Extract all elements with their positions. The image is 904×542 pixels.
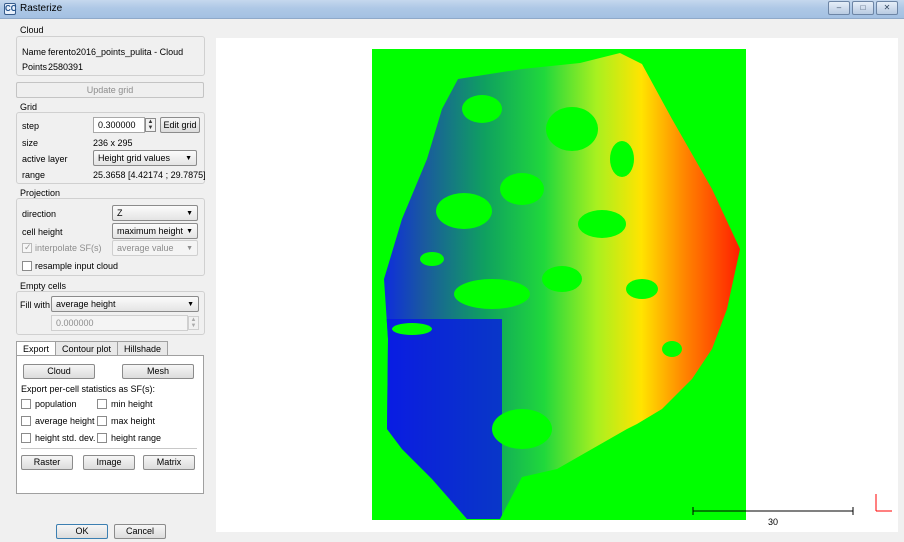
fill-value-spinner[interactable]: ▲ ▼: [188, 316, 199, 330]
fill-with-label: Fill with: [20, 300, 51, 310]
step-input[interactable]: 0.300000: [93, 117, 145, 133]
tab-contour-plot[interactable]: Contour plot: [55, 341, 119, 356]
ok-button[interactable]: OK: [56, 524, 108, 539]
empty-cells-group-title: Empty cells: [20, 281, 67, 291]
direction-select[interactable]: Z ▼: [112, 205, 198, 221]
axis-trihedron-icon: [875, 494, 892, 512]
interpolate-checkbox[interactable]: ✓: [22, 242, 32, 253]
app-icon: CC: [4, 3, 17, 15]
size-label: size: [22, 138, 39, 148]
step-label: step: [22, 121, 40, 131]
export-raster-button[interactable]: Raster: [21, 455, 73, 470]
fill-with-select[interactable]: average height ▼: [51, 296, 199, 312]
maximize-button[interactable]: □: [852, 1, 874, 15]
edit-grid-button[interactable]: Edit grid: [160, 117, 200, 133]
direction-value: Z: [117, 208, 123, 218]
min-height-label: min height: [111, 399, 153, 409]
chevron-down-icon: ▼: [186, 228, 193, 235]
export-matrix-button[interactable]: Matrix: [143, 455, 195, 470]
cell-height-value: maximum height: [117, 226, 184, 236]
cancel-button[interactable]: Cancel: [114, 524, 166, 539]
interpolate-label: interpolate SF(s): [35, 243, 102, 253]
window-title: Rasterize: [20, 3, 63, 14]
population-label: population: [35, 399, 77, 409]
height-range-checkbox[interactable]: [97, 433, 107, 443]
chevron-down-icon: ▼: [186, 245, 193, 252]
height-std-label: height std. dev.: [35, 433, 96, 443]
min-height-checkbox[interactable]: [97, 399, 107, 409]
chevron-down-icon: ▼: [187, 301, 194, 308]
cell-height-label: cell height: [22, 227, 63, 237]
active-layer-label: active layer: [22, 154, 68, 164]
cloud-points-value: 2580391: [48, 62, 84, 72]
grid-group-title: Grid: [20, 102, 38, 112]
export-mesh-button[interactable]: Mesh: [122, 364, 194, 379]
cloud-group: [16, 36, 205, 76]
divider: [21, 448, 197, 449]
direction-label: direction: [22, 209, 57, 219]
chevron-down-icon: ▼: [185, 155, 192, 162]
interpolate-value: average value: [117, 243, 174, 253]
cloud-name-value: ferento2016_points_pulita - Cloud: [48, 47, 184, 57]
average-height-label: average height: [35, 416, 95, 426]
range-value: 25.3658 [4.42174 ; 29.7875]: [93, 170, 206, 180]
cloud-points-label: Points: [22, 62, 48, 72]
close-button[interactable]: ✕: [876, 1, 898, 15]
range-label: range: [22, 170, 46, 180]
height-raster-image: [372, 49, 746, 520]
export-cloud-button[interactable]: Cloud: [23, 364, 95, 379]
height-std-checkbox[interactable]: [21, 433, 31, 443]
step-spinner[interactable]: ▲ ▼: [145, 118, 156, 132]
resample-label: resample input cloud: [35, 261, 119, 271]
title-bar: CC Rasterize – □ ✕: [0, 0, 904, 19]
chevron-down-icon: ▼: [186, 210, 193, 217]
fill-value-input[interactable]: 0.000000: [51, 315, 188, 331]
minimize-button[interactable]: –: [828, 1, 850, 15]
height-range-label: height range: [111, 433, 162, 443]
active-layer-value: Height grid values: [98, 153, 171, 163]
tab-hillshade[interactable]: Hillshade: [117, 341, 169, 356]
tab-bar: Export Contour plot Hillshade: [16, 341, 169, 357]
population-checkbox[interactable]: [21, 399, 31, 409]
window-controls: – □ ✕: [826, 1, 898, 15]
scale-bar: [692, 507, 854, 515]
active-layer-select[interactable]: Height grid values ▼: [93, 150, 197, 166]
cloud-name-label: Name: [22, 47, 47, 57]
cell-height-select[interactable]: maximum height ▼: [112, 223, 198, 239]
fill-with-value: average height: [56, 299, 116, 309]
size-value: 236 x 295: [93, 138, 133, 148]
scale-bar-label: 30: [768, 517, 779, 527]
max-height-checkbox[interactable]: [97, 416, 107, 426]
export-image-button[interactable]: Image: [83, 455, 135, 470]
projection-group-title: Projection: [20, 188, 61, 198]
average-height-checkbox[interactable]: [21, 416, 31, 426]
interpolate-select[interactable]: average value ▼: [112, 240, 198, 256]
cloud-group-title: Cloud: [20, 25, 44, 35]
max-height-label: max height: [111, 416, 156, 426]
check-icon: ✓: [24, 242, 32, 252]
update-grid-button[interactable]: Update grid: [16, 82, 204, 98]
stats-label: Export per-cell statistics as SF(s):: [21, 384, 156, 394]
resample-checkbox[interactable]: [22, 261, 32, 271]
